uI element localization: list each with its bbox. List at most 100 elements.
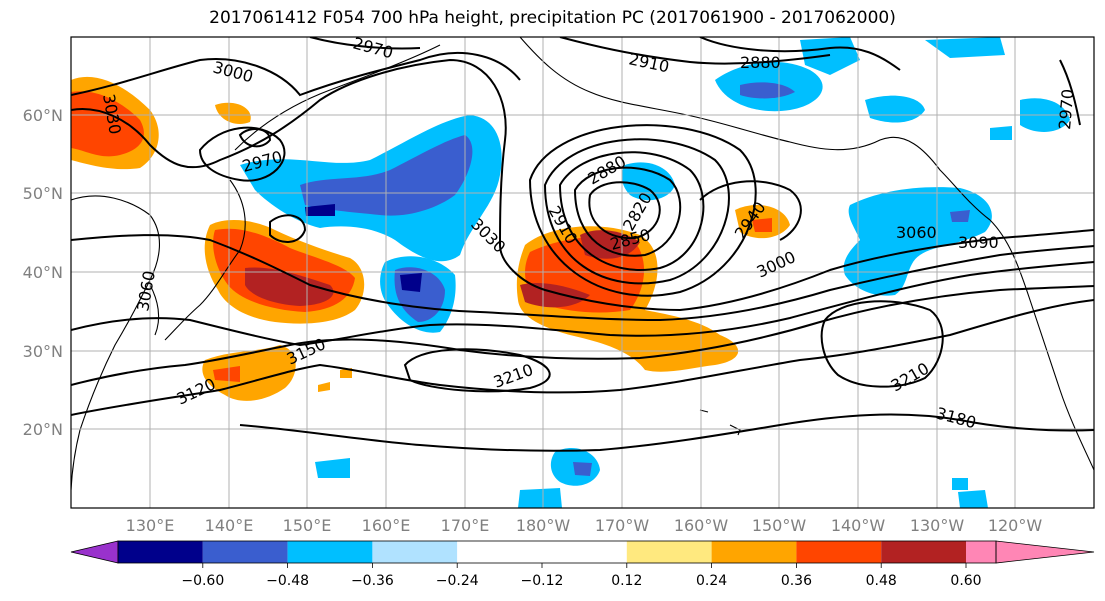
precip-negative-nepac-core — [950, 210, 970, 222]
precip-positive-s1-core — [213, 366, 240, 382]
coast-na-west — [989, 219, 1094, 471]
height-contours — [71, 37, 1094, 452]
precip-negative-mid-spot — [400, 273, 422, 292]
map-content — [71, 37, 1094, 508]
colorbar-segment — [202, 541, 288, 563]
colorbar-tick-label: −0.24 — [436, 573, 479, 589]
lon-label-140e: 140°E — [205, 516, 254, 535]
colorbar-segment — [966, 541, 996, 563]
lon-label-140w: 140°W — [831, 516, 886, 535]
contour-low-3 — [558, 151, 705, 271]
colorbar-tick-label: 0.60 — [950, 573, 981, 589]
colorbar-segment — [626, 541, 712, 563]
lon-tick-labels: 130°E 140°E 150°E 160°E 170°E 180°W 170°… — [126, 516, 1043, 535]
contour-label: 2880 — [740, 53, 781, 72]
contour-3180 — [239, 413, 1094, 452]
precip-negative-gulf — [621, 162, 675, 201]
precip-negative-ne1 — [865, 95, 925, 123]
contour-label: 2970 — [1055, 88, 1077, 130]
precip-negative-s5 — [958, 490, 988, 508]
colorbar-tick-label: −0.12 — [521, 573, 564, 589]
contour-3030 — [71, 58, 1094, 312]
precip-negative-ne4 — [925, 37, 1005, 58]
coast-asia — [71, 195, 161, 491]
contour-2970-north — [309, 37, 421, 50]
graticule — [71, 37, 1094, 508]
lat-tick-labels: 60°N 50°N 40°N 30°N 20°N — [23, 106, 63, 439]
colorbar-tick-label: 0.24 — [696, 573, 727, 589]
colorbar-extend-low — [70, 540, 119, 564]
lon-label-150w: 150°W — [752, 516, 807, 535]
precip-positive-small — [215, 102, 251, 125]
lon-label-130w: 130°W — [910, 516, 965, 535]
precip-negative-alaska-core — [740, 82, 795, 99]
precip-positive-dot1 — [318, 382, 330, 392]
lon-label-170w: 170°W — [595, 516, 650, 535]
contour-2970 — [198, 126, 286, 182]
precip-fields — [71, 37, 1070, 508]
contour-low-5 — [528, 124, 757, 297]
colorbar-segment — [542, 541, 627, 563]
contour-low-4 — [543, 138, 730, 285]
precip-negative-s3 — [518, 488, 562, 508]
contour-3210-west — [403, 348, 551, 393]
lon-label-160e: 160°E — [362, 516, 411, 535]
lon-label-130e: 130°E — [126, 516, 175, 535]
colorbar-tick-label: 0.12 — [611, 573, 642, 589]
contour-3210-east — [820, 300, 944, 388]
contour-low-2 — [573, 166, 682, 257]
lon-label-170e: 170°E — [441, 516, 490, 535]
colorbar: −0.60 −0.48 −0.36 −0.24 −0.12 0.12 0.24 … — [70, 540, 1095, 589]
colorbar-segment — [118, 541, 203, 563]
lat-label-60: 60°N — [23, 106, 63, 125]
precip-positive-dot2 — [340, 368, 352, 378]
coast-japan — [164, 179, 246, 341]
lat-label-40: 40°N — [23, 263, 63, 282]
coast-korea — [149, 284, 160, 336]
contour-2910 — [559, 37, 831, 65]
colorbar-tick-label: −0.48 — [266, 573, 309, 589]
colorbar-segment — [881, 541, 966, 563]
lat-label-30: 30°N — [23, 342, 63, 361]
contour-japan-loop — [269, 214, 307, 243]
precip-negative-s4 — [952, 478, 968, 490]
colorbar-tick-label: 0.36 — [781, 573, 812, 589]
contour-2880 — [699, 37, 901, 71]
precip-positive-central-core2 — [520, 283, 590, 308]
contour-low-center — [588, 181, 661, 240]
colorbar-tick-label: −0.60 — [181, 573, 224, 589]
lon-label-150e: 150°E — [283, 516, 332, 535]
colorbar-ticks — [202, 563, 967, 568]
contour-3000 — [71, 52, 521, 97]
colorbar-tick-label: 0.48 — [866, 573, 897, 589]
colorbar-extend-high — [995, 540, 1095, 564]
precip-positive-nw-core — [71, 91, 144, 157]
contour-label: 3090 — [958, 233, 999, 252]
colorbar-segment — [372, 541, 458, 563]
contour-2670 — [1059, 59, 1081, 126]
colorbar-segment — [711, 541, 797, 563]
colorbar-outline — [117, 540, 997, 564]
precip-negative-ne3 — [990, 126, 1012, 140]
lat-label-50: 50°N — [23, 184, 63, 203]
contour-label: 3060 — [896, 223, 937, 242]
contour-3150 — [71, 299, 1094, 416]
colorbar-segment — [796, 541, 882, 563]
lon-label-160w: 160°W — [674, 516, 729, 535]
coast-alaska — [519, 37, 991, 221]
colorbar-segment — [287, 541, 373, 563]
contour-north-loop — [238, 128, 272, 148]
lon-label-180: 180°W — [516, 516, 571, 535]
precip-negative-s1-core — [573, 462, 592, 476]
contour-2940 — [699, 180, 802, 241]
colorbar-tick-label: −0.36 — [351, 573, 394, 589]
precip-positive-japan-core — [245, 267, 334, 306]
precip-negative-spot — [305, 204, 335, 216]
colorbar-segment — [457, 541, 542, 563]
lon-label-120w: 120°W — [988, 516, 1043, 535]
map-title: 2017061412 F054 700 hPa height, precipit… — [209, 8, 896, 28]
precip-positive-east-core — [752, 218, 772, 232]
contour-3120 — [71, 285, 1094, 386]
map-frame — [70, 36, 1095, 509]
